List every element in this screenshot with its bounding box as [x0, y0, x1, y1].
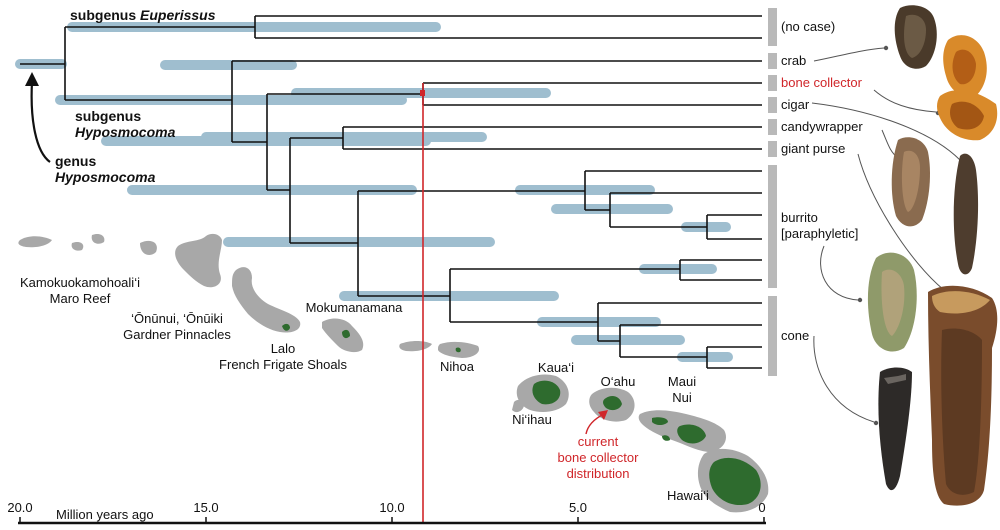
label-subgenus-hyposmocoma-name: Hyposmocoma [75, 124, 176, 140]
annotation-line-3: distribution [567, 466, 630, 481]
tick-label-5: 5.0 [569, 500, 587, 515]
connector-cigar [811, 102, 961, 161]
connector-burrito [820, 245, 859, 301]
annotation-arrowhead [598, 410, 608, 420]
specimen-connectors [811, 47, 961, 423]
connector-bone-collector [873, 89, 937, 113]
habitat-lanai [662, 435, 670, 441]
tick-label-0: 0 [758, 500, 765, 515]
specimen-burrito [867, 252, 917, 352]
specimen-candywrapper [891, 137, 930, 227]
label-subgenus-hyposmocoma-prefix: subgenus [75, 108, 141, 124]
bracket-cone [768, 296, 777, 376]
label-maui-2: Nui [672, 390, 692, 405]
bone-collector-origin-marker [420, 90, 425, 96]
bracket-candywrapper [768, 119, 777, 135]
island-small-1 [71, 241, 84, 251]
case-label-bone-collector: bone collector [781, 75, 863, 90]
case-label-cone: cone [781, 328, 809, 343]
bracket-crab [768, 53, 777, 69]
connector-giant-purse [857, 153, 945, 291]
case-label-no-case: (no case) [781, 19, 835, 34]
bracket-burrito [768, 165, 777, 288]
island-small-3 [140, 240, 157, 255]
tick-label-20: 20.0 [7, 500, 32, 515]
habitat-oahu [603, 396, 622, 411]
habitat-kauai [532, 380, 561, 405]
bracket-no-case [768, 8, 777, 46]
habitat-maui [677, 424, 706, 444]
case-label-crab: crab [781, 53, 806, 68]
bracket-cigar [768, 97, 777, 113]
habitat-molokai [652, 417, 668, 425]
annotation-line-1: current [578, 434, 619, 449]
habitat-hawaii [709, 457, 761, 506]
connector-crab [813, 47, 885, 62]
phylogenetic-tree [20, 15, 762, 369]
case-label-giant-purse: giant purse [781, 141, 845, 156]
genus-arrowhead [25, 72, 39, 86]
habitat-nihoa [455, 347, 461, 353]
genus-arrow [30, 81, 51, 163]
label-mokumanamana: Mokumanamana [306, 300, 404, 315]
island-labels: Kamokuokamohoali‘i Maro Reef ‘Ōnūnui, ‘Ō… [20, 275, 709, 503]
case-label-paraphyletic: [paraphyletic] [781, 226, 858, 241]
specimen-cigar [953, 153, 979, 275]
habitat-mokumanamana [342, 329, 350, 339]
island-lalo [399, 341, 432, 352]
label-kamoku-2: Maro Reef [50, 291, 111, 306]
tick-label-10: 10.0 [379, 500, 404, 515]
specimen-images [867, 5, 998, 506]
axis-title: Million years ago [56, 507, 154, 522]
label-niihau: Ni‘ihau [512, 412, 552, 427]
case-label-cigar: cigar [781, 97, 810, 112]
axis-ticks [19, 517, 765, 523]
label-hawaii: Hawai‘i [667, 488, 709, 503]
label-subgenus-euperissus: subgenus Euperissus [70, 7, 216, 23]
label-maui-1: Maui [668, 374, 696, 389]
label-kauai: Kaua‘i [538, 360, 574, 375]
axis-tick-labels: 20.0 15.0 10.0 5.0 0 [7, 500, 765, 515]
case-label-burrito: burrito [781, 210, 818, 225]
label-genus-name: Hyposmocoma [55, 169, 156, 185]
bracket-bone-collector [768, 75, 777, 91]
specimen-no-case [894, 5, 937, 69]
label-euperissus-prefix: subgenus [70, 7, 140, 23]
island-kamokuokamohoalii [18, 236, 52, 248]
label-onunui-1: ‘Ōnūnui, ‘Ōnūiki [131, 311, 223, 326]
annotation-line-2: bone collector [558, 450, 640, 465]
specimen-cone [878, 367, 912, 491]
island-niihau [512, 399, 524, 413]
specimen-bone-collector [937, 90, 998, 141]
label-lalo-1: Lalo [271, 341, 296, 356]
time-axis: 20.0 15.0 10.0 5.0 0 Million years ago [7, 500, 766, 525]
case-label-candywrapper: candywrapper [781, 119, 863, 134]
label-genus-prefix: genus [55, 153, 96, 169]
bone-collector-habitat [282, 323, 761, 506]
island-gardner [232, 267, 301, 333]
label-nihoa: Nihoa [440, 359, 475, 374]
label-onunui-2: Gardner Pinnacles [123, 327, 231, 342]
specimen-crab [943, 35, 987, 98]
tick-label-15: 15.0 [193, 500, 218, 515]
label-lalo-2: French Frigate Shoals [219, 357, 347, 372]
specimen-giant-purse [928, 285, 998, 506]
case-type-brackets [768, 8, 777, 376]
island-maro-reef [175, 233, 222, 288]
case-labels: (no case) crab bone collector cigar cand… [781, 19, 863, 343]
habitat-gardner [282, 323, 290, 331]
clade-labels: subgenus Euperissus subgenus Hyposmocoma… [55, 7, 216, 185]
label-kamoku-1: Kamokuokamohoali‘i [20, 275, 140, 290]
label-oahu: O‘ahu [601, 374, 636, 389]
island-small-2 [91, 233, 105, 244]
bracket-giant-purse [768, 141, 777, 157]
distribution-annotation: current bone collector distribution [558, 434, 640, 481]
connector-cone [813, 335, 875, 423]
label-euperissus-name: Euperissus [140, 7, 216, 23]
